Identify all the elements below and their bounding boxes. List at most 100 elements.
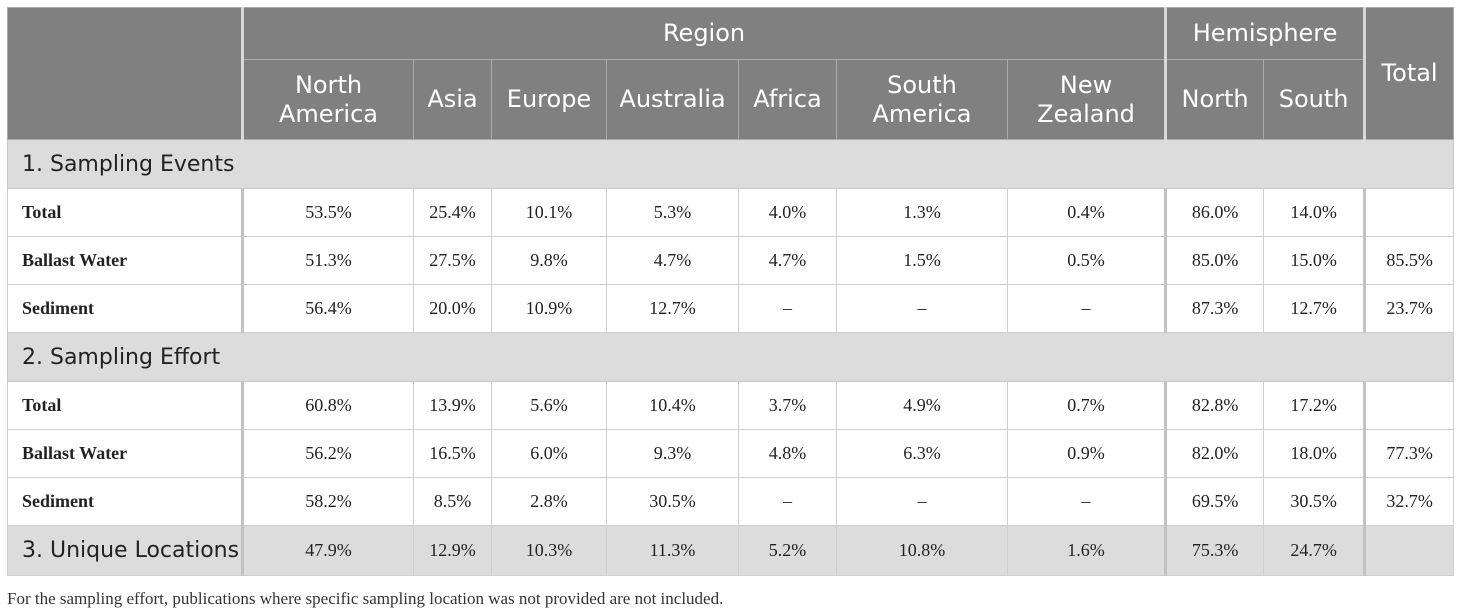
- region-column-header: North America: [242, 59, 414, 140]
- table-cell: 86.0%: [1164, 188, 1265, 237]
- table-cell: 51.3%: [242, 236, 414, 285]
- table-cell: [1363, 525, 1455, 576]
- table-cell: [1363, 188, 1455, 237]
- table-cell: [1363, 381, 1455, 430]
- table-cell: 12.7%: [1263, 284, 1366, 333]
- table-cell: 1.5%: [836, 236, 1008, 285]
- table-cell: –: [738, 477, 837, 526]
- region-column-header: Europe: [491, 59, 607, 140]
- table-cell: –: [1006, 477, 1167, 526]
- table-cell: 4.9%: [836, 381, 1008, 430]
- table-cell: 9.3%: [606, 429, 739, 478]
- table-cell: 1.3%: [836, 188, 1008, 237]
- table-cell: 20.0%: [413, 284, 492, 333]
- subheader-row: North America Asia Europe Australia Africa So…: [8, 59, 1454, 140]
- table-cell: 82.8%: [1164, 381, 1265, 430]
- table-cell: –: [1006, 284, 1167, 333]
- table-cell: 56.2%: [242, 429, 414, 478]
- table-cell: 60.8%: [242, 381, 414, 430]
- row-label: Sediment: [7, 284, 244, 333]
- table-cell: 6.0%: [491, 429, 607, 478]
- table-cell: 1.6%: [1006, 525, 1167, 576]
- table-cell: 0.7%: [1006, 381, 1167, 430]
- table-cell: 14.0%: [1263, 188, 1366, 237]
- table-cell: 12.7%: [606, 284, 739, 333]
- table-cell: 4.7%: [738, 236, 837, 285]
- total-header: Total: [1363, 7, 1455, 140]
- table-cell: 75.3%: [1164, 525, 1265, 576]
- table-cell: 47.9%: [242, 525, 414, 576]
- row-label: Ballast Water: [7, 429, 244, 478]
- table-cell: 77.3%: [1363, 429, 1455, 478]
- table-footnote: For the sampling effort, publications wh…: [7, 589, 724, 608]
- table-cell: 32.7%: [1363, 477, 1455, 526]
- table-cell: 6.3%: [836, 429, 1008, 478]
- table-cell: 17.2%: [1263, 381, 1366, 430]
- table-cell: 9.8%: [491, 236, 607, 285]
- table-row: Ballast Water 56.2% 16.5% 6.0% 9.3% 4.8% 6.3% 0…: [7, 429, 1455, 478]
- table-cell: 3.7%: [738, 381, 837, 430]
- table-cell: 27.5%: [413, 236, 492, 285]
- table-cell: 2.8%: [491, 477, 607, 526]
- table-row: 3. Unique Locations 47.9% 12.9% 10.3% 11.3% 5…: [7, 525, 1455, 576]
- table-cell: 12.9%: [413, 525, 492, 576]
- table-cell: 4.0%: [738, 188, 837, 237]
- region-column-header: South America: [836, 59, 1008, 140]
- table-row: Sediment 58.2% 8.5% 2.8% 30.5% – – –69.5% 30.5% 3…: [7, 477, 1455, 526]
- row-label: Total: [7, 188, 244, 237]
- table-cell: 24.7%: [1263, 525, 1366, 576]
- table-cell: 13.9%: [413, 381, 492, 430]
- table-cell: 30.5%: [1263, 477, 1366, 526]
- table-cell: 25.4%: [413, 188, 492, 237]
- table-cell: 53.5%: [242, 188, 414, 237]
- hemisphere-column-header: North: [1164, 59, 1265, 140]
- section-row: 1. Sampling Events: [6, 139, 1455, 189]
- table-cell: 30.5%: [606, 477, 739, 526]
- table-cell: 85.5%: [1363, 236, 1455, 285]
- results-table: Region Hemisphere Total North America Asi…: [6, 7, 1455, 576]
- hemisphere-header: Hemisphere: [1164, 7, 1366, 60]
- row-label: Sediment: [7, 477, 244, 526]
- table-cell: 58.2%: [242, 477, 414, 526]
- section-title: 1. Sampling Events: [6, 139, 1455, 189]
- table-cell: 4.7%: [606, 236, 739, 285]
- table-cell: 87.3%: [1164, 284, 1265, 333]
- table-cell: –: [836, 477, 1008, 526]
- table-cell: 10.8%: [836, 525, 1008, 576]
- table-cell: 16.5%: [413, 429, 492, 478]
- table-row: Total 53.5% 25.4% 10.1% 5.3% 4.0% 1.3% 0.4% 86.0…: [7, 188, 1455, 237]
- header-corner: [7, 7, 244, 140]
- table-cell: –: [738, 284, 837, 333]
- region-column-header: Africa: [738, 59, 837, 140]
- table-cell: 0.9%: [1006, 429, 1167, 478]
- row-label: 3. Unique Locations: [7, 525, 244, 576]
- table-cell: 5.3%: [606, 188, 739, 237]
- table-cell: 10.4%: [606, 381, 739, 430]
- table-cell: 11.3%: [606, 525, 739, 576]
- table-cell: 8.5%: [413, 477, 492, 526]
- table-cell: 69.5%: [1164, 477, 1265, 526]
- table-cell: 0.5%: [1006, 236, 1167, 285]
- table-cell: 15.0%: [1263, 236, 1366, 285]
- section-row: 2. Sampling Effort: [6, 332, 1455, 382]
- table-row: Sediment 56.4% 20.0% 10.9% 12.7% – – –87.3% 12.7…: [7, 284, 1455, 333]
- table-cell: 5.2%: [738, 525, 837, 576]
- table-row: Ballast Water 51.3% 27.5% 9.8% 4.7% 4.7% 1.5% 0…: [7, 236, 1455, 285]
- row-label: Ballast Water: [7, 236, 244, 285]
- table-cell: 23.7%: [1363, 284, 1455, 333]
- table-cell: 85.0%: [1164, 236, 1265, 285]
- region-header: Region: [241, 7, 1167, 60]
- row-label: Total: [7, 381, 244, 430]
- region-column-header: New Zealand: [1006, 59, 1167, 140]
- region-column-header: Asia: [413, 59, 492, 140]
- hemisphere-column-header: South: [1263, 59, 1366, 140]
- table-cell: 4.8%: [738, 429, 837, 478]
- table-cell: 56.4%: [242, 284, 414, 333]
- table-cell: 0.4%: [1006, 188, 1167, 237]
- table-row: Total 60.8% 13.9% 5.6% 10.4% 3.7% 4.9% 0.7% 82.8…: [7, 381, 1455, 430]
- region-column-header: Australia: [606, 59, 739, 140]
- table-cell: –: [836, 284, 1008, 333]
- section-title: 2. Sampling Effort: [6, 332, 1455, 382]
- table-body: 1. Sampling Events Total 53.5% 25.4% 10.1% 5.…: [6, 139, 1455, 576]
- table-cell: 10.3%: [491, 525, 607, 576]
